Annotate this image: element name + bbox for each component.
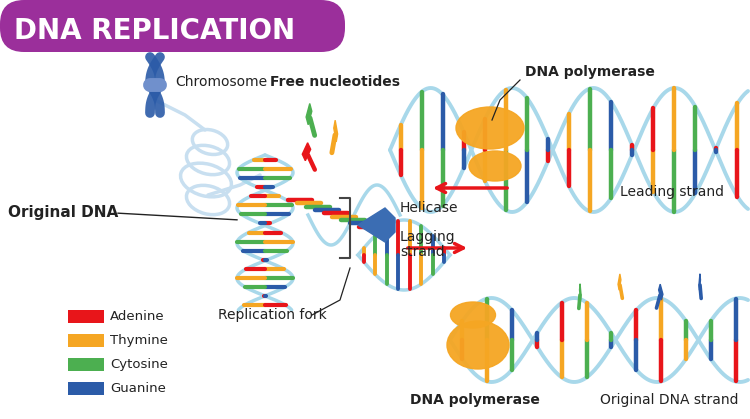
Polygon shape [618,274,621,290]
Text: Guanine: Guanine [110,382,166,395]
Bar [68,382,104,395]
Text: Leading strand: Leading strand [620,185,724,199]
Text: Original DNA strand: Original DNA strand [600,393,739,407]
FancyBboxPatch shape [0,0,345,52]
Text: Thymine: Thymine [110,334,168,347]
Polygon shape [334,120,338,142]
Text: Adenine: Adenine [110,310,165,323]
Polygon shape [580,284,581,300]
Text: DNA polymerase: DNA polymerase [410,393,540,407]
Polygon shape [699,274,700,290]
Text: strand: strand [400,245,445,259]
Text: Original DNA: Original DNA [8,204,118,220]
Text: Helicase: Helicase [400,201,458,215]
Polygon shape [358,208,395,242]
Polygon shape [302,143,310,161]
Text: Cytosine: Cytosine [110,357,168,370]
Text: Lagging: Lagging [400,230,455,244]
Polygon shape [306,103,312,125]
Ellipse shape [451,302,496,328]
Text: Free nucleotides: Free nucleotides [270,75,400,89]
Bar [68,310,104,323]
Bar [68,334,104,347]
Ellipse shape [469,151,521,181]
Text: DNA REPLICATION: DNA REPLICATION [14,17,295,45]
Text: Replication fork: Replication fork [218,308,327,322]
Text: DNA polymerase: DNA polymerase [525,65,655,79]
Polygon shape [658,284,663,300]
Ellipse shape [447,321,509,369]
Ellipse shape [456,107,524,149]
Text: Chromosome: Chromosome [175,75,267,89]
Bar [68,358,104,371]
